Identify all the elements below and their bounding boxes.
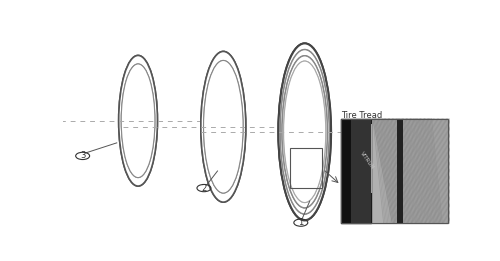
Bar	[340, 119, 351, 223]
Ellipse shape	[284, 61, 326, 202]
Text: 3: 3	[80, 151, 86, 161]
Ellipse shape	[204, 61, 243, 193]
Ellipse shape	[278, 44, 331, 220]
Polygon shape	[371, 119, 448, 223]
Ellipse shape	[121, 64, 155, 177]
Bar	[352, 119, 371, 223]
Ellipse shape	[278, 43, 331, 220]
Bar	[396, 119, 403, 223]
Bar	[340, 119, 448, 223]
Ellipse shape	[118, 55, 158, 186]
Ellipse shape	[118, 56, 158, 186]
Bar	[340, 119, 448, 223]
Ellipse shape	[201, 52, 246, 202]
Ellipse shape	[280, 50, 329, 214]
Text: 1: 1	[298, 218, 304, 227]
Text: Tire Tread: Tire Tread	[340, 111, 382, 120]
Ellipse shape	[282, 56, 328, 208]
Ellipse shape	[201, 51, 246, 202]
Text: VITRUN: VITRUN	[360, 151, 376, 170]
Bar	[290, 148, 322, 188]
Text: 2: 2	[202, 183, 206, 193]
